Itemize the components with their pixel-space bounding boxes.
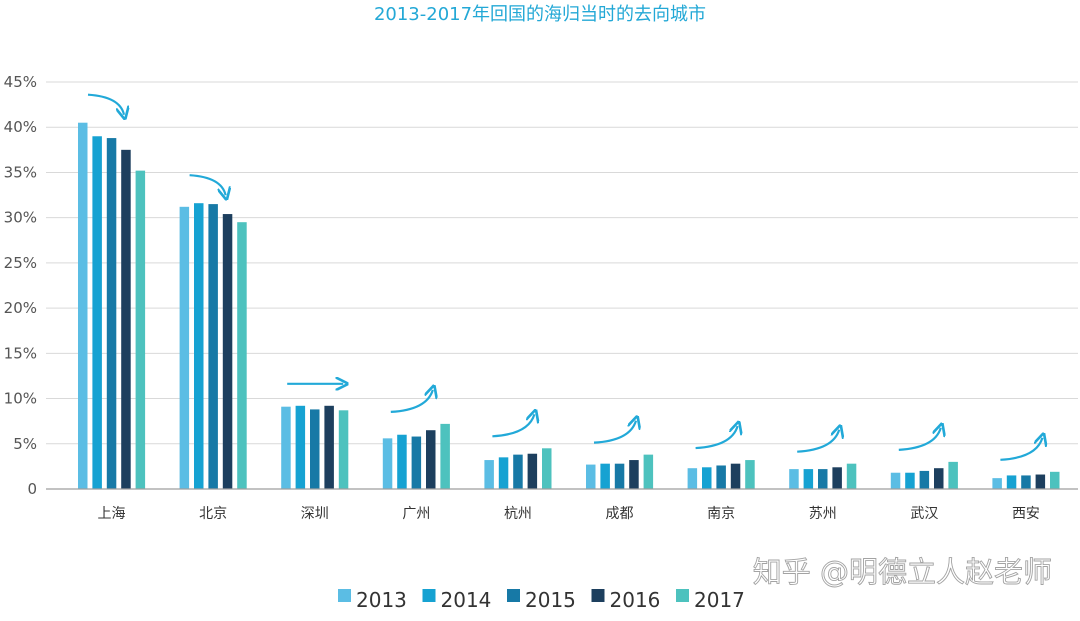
legend-swatch (422, 589, 436, 602)
legend: 2013 2014 2015 2016 2017 (338, 588, 745, 612)
bar (310, 409, 320, 489)
trend-arrow (898, 428, 941, 451)
bar (208, 204, 218, 489)
x-tick-label: 成都 (606, 506, 634, 522)
x-tick-label: 苏州 (809, 506, 837, 522)
x-tick-label: 北京 (199, 506, 227, 522)
x-tick-label: 西安 (1012, 506, 1040, 522)
bar (1050, 471, 1060, 489)
bar (484, 460, 494, 489)
y-tick-label: 45% (4, 73, 37, 91)
bar (411, 436, 422, 489)
trend-arrow (492, 414, 534, 438)
bar (1035, 474, 1046, 489)
x-tick-label: 南京 (707, 506, 735, 522)
bar (222, 214, 233, 489)
bar (135, 170, 146, 489)
bar (745, 460, 755, 489)
bar (818, 469, 828, 489)
bar (1006, 475, 1017, 489)
trend-arrow (1000, 438, 1042, 461)
bar (629, 460, 639, 489)
y-tick-label: 30% (4, 209, 37, 227)
bar (382, 438, 393, 489)
bar (730, 463, 741, 489)
trend-arrow (695, 426, 738, 450)
bar (600, 463, 610, 489)
bar (92, 136, 102, 489)
bars (78, 122, 1060, 490)
bar (846, 463, 857, 489)
bar (614, 463, 625, 489)
bar (1021, 475, 1031, 489)
trend-arrow (87, 93, 124, 115)
legend-label: 2013 (356, 588, 407, 612)
x-tick-label: 杭州 (504, 506, 532, 522)
legend-label: 2017 (694, 588, 745, 612)
trend-arrows (87, 93, 1042, 461)
y-tick-label: 40% (4, 118, 37, 136)
bar (106, 138, 117, 489)
bar (426, 430, 436, 489)
x-tick-label: 广州 (402, 506, 430, 522)
chart-title: 2013-2017年回国的海归当时的去向城市 (374, 4, 706, 25)
bar (440, 423, 450, 489)
trend-arrow (189, 174, 226, 195)
y-tick-label: 35% (4, 163, 37, 181)
bar (397, 434, 407, 489)
bar (803, 469, 814, 489)
bar (527, 453, 538, 489)
trend-arrow (593, 421, 636, 444)
y-tick-label: 10% (4, 390, 37, 408)
bar (905, 472, 915, 489)
grid (46, 81, 1078, 445)
bar (237, 222, 247, 489)
bar (789, 469, 799, 489)
bar (179, 206, 190, 489)
bar (643, 454, 654, 489)
bar (586, 464, 596, 489)
bar (513, 454, 523, 489)
legend-swatch (507, 589, 520, 602)
y-tick-label: 20% (4, 299, 37, 317)
x-tick-label: 武汉 (910, 506, 938, 522)
watermark: 知乎 @明德立人赵老师 (753, 555, 1052, 589)
bar (338, 410, 349, 489)
bar (281, 406, 291, 489)
trend-arrow (390, 390, 433, 413)
bar (716, 465, 726, 489)
legend-label: 2015 (525, 588, 576, 612)
x-tick-label: 深圳 (301, 506, 329, 522)
bar (295, 405, 306, 489)
legend-swatch (676, 589, 689, 602)
y-tick-label: 25% (4, 254, 37, 272)
x-axis-ticks: 上海 北京 深圳 广州 杭州 成都 南京 苏州 武汉 西安 (98, 506, 1040, 522)
legend-label: 2016 (610, 588, 661, 612)
y-tick-label: 15% (4, 344, 37, 362)
bar (992, 478, 1002, 489)
bar (324, 405, 334, 489)
bar (890, 472, 901, 489)
legend-label: 2014 (441, 588, 492, 612)
trend-arrow (797, 430, 839, 453)
legend-swatch (591, 589, 605, 602)
bar (948, 461, 958, 489)
legend-swatch (338, 589, 351, 602)
y-axis-ticks: 0 5% 10% 15% 20% 25% 30% 35% 40% 45% (4, 73, 37, 498)
y-tick-label: 0 (27, 480, 37, 498)
x-tick-label: 上海 (98, 506, 126, 522)
bar (194, 203, 204, 489)
bar (702, 467, 712, 489)
bar (832, 467, 842, 489)
bar (687, 468, 698, 489)
bar (498, 457, 509, 489)
bar (121, 149, 131, 490)
bar (78, 122, 88, 489)
bar (542, 448, 552, 489)
y-tick-label: 5% (13, 435, 37, 453)
bar (919, 470, 930, 489)
bar (934, 468, 944, 489)
